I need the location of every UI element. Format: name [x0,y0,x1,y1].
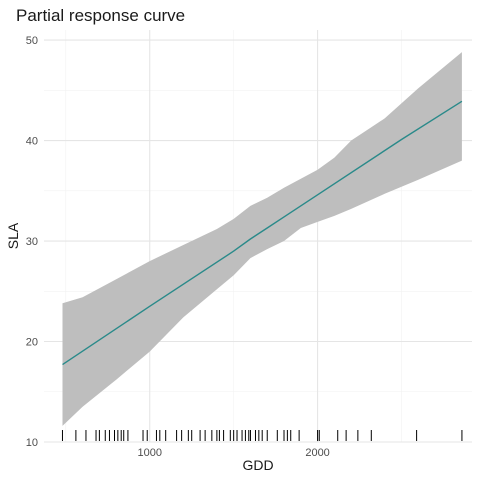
y-axis-title: SLA [5,222,21,249]
x-tick-label: 2000 [305,447,329,459]
y-tick-label: 50 [26,35,38,47]
confidence-band-layer [62,52,462,426]
rug-layer [61,430,463,441]
response-line [62,100,463,366]
chart-title: Partial response curve [16,6,185,25]
x-tick-label: 1000 [137,447,161,459]
confidence-band [62,52,462,426]
x-axis-title: GDD [242,457,273,473]
y-tick-label: 20 [26,337,38,349]
y-tick-label: 40 [26,136,38,148]
y-tick-label: 10 [26,437,38,449]
tick-labels: 1000 2000 10 20 30 40 50 [26,35,330,459]
y-tick-label: 30 [26,236,38,248]
response-line-layer [62,100,463,366]
